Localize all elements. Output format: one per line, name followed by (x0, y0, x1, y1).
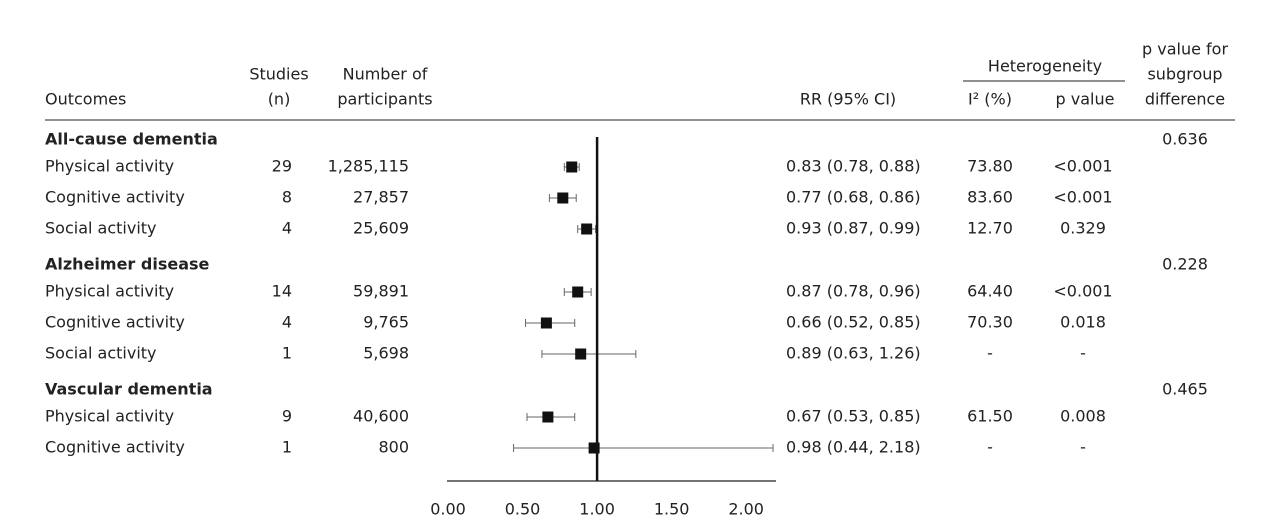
p-value: <0.001 (1053, 188, 1112, 207)
group-name: All-cause dementia (45, 130, 218, 149)
rr-ci: 0.89 (0.63, 1.26) (786, 344, 921, 363)
i2: - (987, 438, 993, 457)
studies: 29 (272, 157, 292, 176)
header-subgroup: subgroup (1147, 65, 1222, 84)
header-participants: participants (337, 90, 432, 109)
i2: 70.30 (967, 313, 1013, 332)
subgroup-p: 0.636 (1162, 130, 1208, 149)
x-tick-label: 2.00 (728, 500, 764, 519)
row-label: Physical activity (45, 157, 174, 176)
header-subgroup: difference (1145, 90, 1225, 109)
p-value: - (1080, 344, 1086, 363)
rr-point (540, 317, 552, 329)
subgroup-p: 0.465 (1162, 380, 1208, 399)
i2: - (987, 344, 993, 363)
participants: 25,609 (353, 219, 409, 238)
participants: 1,285,115 (328, 157, 409, 176)
p-value: 0.018 (1060, 313, 1106, 332)
header-studies: (n) (268, 90, 291, 109)
rr-ci: 0.93 (0.87, 0.99) (786, 219, 921, 238)
group-name: Vascular dementia (45, 380, 213, 399)
participants: 5,698 (363, 344, 409, 363)
rr-point (575, 348, 587, 360)
studies: 4 (282, 219, 292, 238)
rr-ci: 0.66 (0.52, 0.85) (786, 313, 921, 332)
participants: 9,765 (363, 313, 409, 332)
rr-ci: 0.87 (0.78, 0.96) (786, 282, 921, 301)
p-value: 0.329 (1060, 219, 1106, 238)
rr-ci: 0.77 (0.68, 0.86) (786, 188, 921, 207)
header-subgroup: p value for (1142, 40, 1228, 59)
x-tick-label: 0.00 (430, 500, 466, 519)
i2: 12.70 (967, 219, 1013, 238)
row-label: Social activity (45, 219, 157, 238)
p-value: - (1080, 438, 1086, 457)
participants: 40,600 (353, 407, 409, 426)
participants: 27,857 (353, 188, 409, 207)
rr-ci: 0.83 (0.78, 0.88) (786, 157, 921, 176)
row-label: Physical activity (45, 282, 174, 301)
rr-point (572, 286, 584, 298)
x-tick-label: 0.50 (505, 500, 541, 519)
rr-point (557, 192, 569, 204)
rr-point (581, 223, 593, 235)
participants: 800 (378, 438, 409, 457)
studies: 1 (282, 344, 292, 363)
row-label: Physical activity (45, 407, 174, 426)
header-outcomes: Outcomes (45, 90, 126, 109)
header-i2: I² (%) (968, 90, 1012, 109)
i2: 83.60 (967, 188, 1013, 207)
group-name: Alzheimer disease (45, 255, 210, 274)
rr-point (588, 442, 600, 454)
header-rr: RR (95% CI) (800, 90, 896, 109)
studies: 14 (272, 282, 292, 301)
header-participants: Number of (343, 65, 428, 84)
p-value: <0.001 (1053, 282, 1112, 301)
rr-point (542, 411, 554, 423)
header-studies: Studies (249, 65, 308, 84)
row-label: Social activity (45, 344, 157, 363)
i2: 73.80 (967, 157, 1013, 176)
studies: 9 (282, 407, 292, 426)
rr-point (566, 161, 578, 173)
studies: 8 (282, 188, 292, 207)
row-label: Cognitive activity (45, 313, 185, 332)
header-p: p value (1056, 90, 1115, 109)
i2: 61.50 (967, 407, 1013, 426)
studies: 4 (282, 313, 292, 332)
row-label: Cognitive activity (45, 438, 185, 457)
i2: 64.40 (967, 282, 1013, 301)
p-value: <0.001 (1053, 157, 1112, 176)
x-tick-label: 1.00 (579, 500, 615, 519)
rr-ci: 0.98 (0.44, 2.18) (786, 438, 921, 457)
p-value: 0.008 (1060, 407, 1106, 426)
participants: 59,891 (353, 282, 409, 301)
x-tick-label: 1.50 (654, 500, 690, 519)
rr-ci: 0.67 (0.53, 0.85) (786, 407, 921, 426)
row-label: Cognitive activity (45, 188, 185, 207)
studies: 1 (282, 438, 292, 457)
subgroup-p: 0.228 (1162, 255, 1208, 274)
header-heterogeneity: Heterogeneity (988, 57, 1102, 76)
